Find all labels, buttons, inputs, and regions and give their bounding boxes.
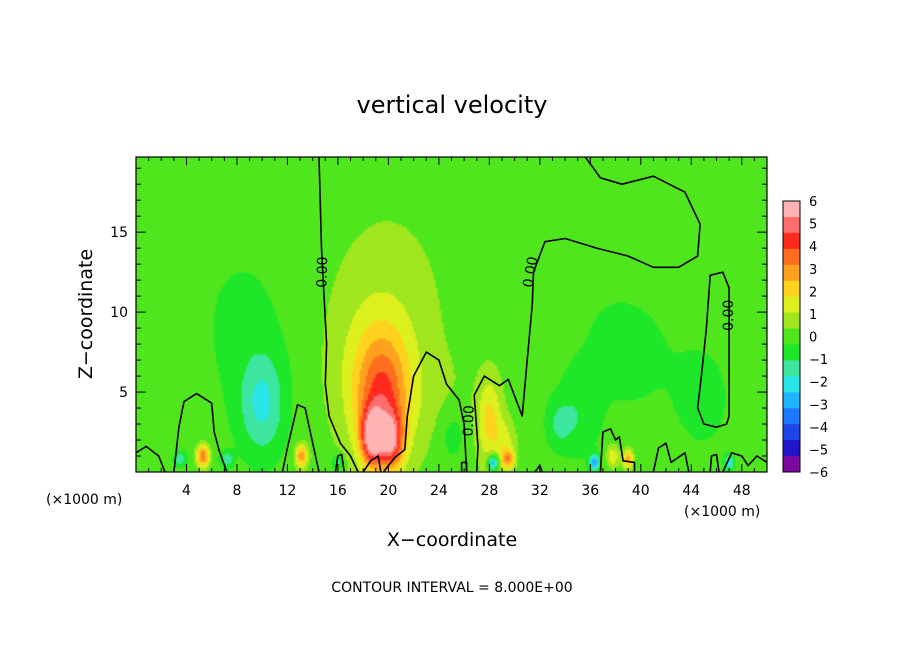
contour-line-c8 bbox=[473, 156, 701, 473]
colorbar-tick-label: −2 bbox=[809, 376, 828, 391]
colorbar-tick-label: −4 bbox=[809, 421, 828, 436]
contour-line-c3 bbox=[281, 404, 320, 473]
x-axis-label: X−coordinate bbox=[387, 529, 517, 551]
colorbar-frame bbox=[782, 200, 801, 473]
colorbar-tick-label: −5 bbox=[809, 443, 828, 458]
x-tick-label-36: 36 bbox=[581, 483, 599, 499]
x-axis-ticks: 4 8 12 16 20 24 28 32 36 40 44 48 bbox=[148, 157, 755, 499]
colorbar-tick-label: 0 bbox=[809, 331, 817, 346]
contour-label-3: 0.00 bbox=[461, 405, 478, 437]
contour-line-c5 bbox=[318, 156, 359, 473]
x-tick-label-8: 8 bbox=[232, 483, 241, 499]
contour-label-4: 0.00 bbox=[721, 300, 737, 331]
colorbar-segment bbox=[783, 248, 800, 266]
colorbar-tick-label: 2 bbox=[809, 285, 817, 300]
colorbar-segment bbox=[783, 424, 800, 441]
colorbar-segment bbox=[783, 216, 800, 234]
colorbar-segment bbox=[783, 232, 800, 250]
x-tick-label-28: 28 bbox=[480, 483, 498, 499]
contour-label-1: 0.00 bbox=[314, 256, 331, 288]
y-axis-label: Z−coordinate bbox=[75, 249, 97, 379]
x-units-right: (×1000 m) bbox=[684, 504, 760, 520]
contour-line-c12 bbox=[709, 453, 720, 473]
contour-label-2: 0.00 bbox=[520, 255, 541, 288]
contour-line-c1 bbox=[135, 445, 166, 473]
contour-line-c6 bbox=[362, 455, 382, 473]
contour-line-c4 bbox=[334, 453, 345, 473]
contour-line-c2 bbox=[173, 392, 228, 473]
colorbar-tick-label: 6 bbox=[809, 195, 817, 210]
colorbar-segment bbox=[783, 376, 800, 393]
colorbar-tick-label: 5 bbox=[809, 218, 817, 233]
y-tick-label-5: 5 bbox=[119, 385, 128, 401]
colorbar-segment bbox=[783, 392, 800, 409]
colorbar-tick-label: 4 bbox=[809, 240, 817, 255]
colorbar-tick-label: −3 bbox=[809, 398, 828, 413]
zero-contours bbox=[135, 156, 768, 473]
colorbar-tick-label: 1 bbox=[809, 308, 817, 323]
x-tick-label-44: 44 bbox=[682, 483, 700, 499]
x-tick-label-4: 4 bbox=[182, 483, 191, 499]
contour-line-c14 bbox=[696, 271, 730, 428]
colorbar-segment bbox=[783, 312, 800, 329]
contour-labels: 0.00 0.00 0.00 0.00 bbox=[314, 255, 737, 436]
contour-interval-note: CONTOUR INTERVAL = 8.000E+00 bbox=[331, 580, 572, 596]
colorbar-segment bbox=[783, 408, 800, 425]
chart-title: vertical velocity bbox=[357, 91, 548, 119]
x-tick-label-48: 48 bbox=[733, 483, 751, 499]
y-tick-label-10: 10 bbox=[110, 305, 128, 321]
x-tick-label-32: 32 bbox=[531, 483, 549, 499]
colorbar-segment bbox=[783, 456, 800, 473]
x-units-left: (×1000 m) bbox=[46, 492, 122, 508]
colorbar-segment bbox=[783, 328, 800, 345]
x-tick-label-12: 12 bbox=[279, 483, 297, 499]
contour-line-c10 bbox=[599, 428, 636, 473]
colorbar-tick-label: −6 bbox=[809, 466, 828, 481]
colorbar-segment bbox=[783, 296, 800, 313]
colorbar-segment bbox=[783, 201, 800, 218]
colorbar-segment bbox=[783, 344, 800, 361]
colorbar-segment bbox=[783, 280, 800, 298]
colorbar-segment bbox=[783, 440, 800, 457]
colorbar-tick-label: 3 bbox=[809, 263, 817, 278]
x-tick-label-24: 24 bbox=[430, 483, 448, 499]
colorbar-segment bbox=[783, 264, 800, 282]
contour-line-c11 bbox=[652, 442, 690, 473]
colorbar: 6 5 4 3 2 1 0 −1 −2 −3 −4 −5 −6 bbox=[782, 195, 828, 481]
x-tick-label-40: 40 bbox=[632, 483, 650, 499]
contour-line-c13 bbox=[722, 452, 768, 473]
velocity-heatmap bbox=[136, 157, 767, 472]
x-tick-label-16: 16 bbox=[329, 483, 347, 499]
colorbar-tick-label: −1 bbox=[809, 353, 828, 368]
colorbar-segment bbox=[783, 360, 800, 377]
contour-line-c7 bbox=[382, 351, 468, 473]
y-tick-label-15: 15 bbox=[110, 225, 128, 241]
x-tick-label-20: 20 bbox=[379, 483, 397, 499]
contour-line-c15 bbox=[460, 461, 468, 472]
plot-area: 0.00 0.00 0.00 0.00 bbox=[135, 156, 768, 473]
y-axis-ticks: 5 10 15 bbox=[110, 167, 767, 457]
